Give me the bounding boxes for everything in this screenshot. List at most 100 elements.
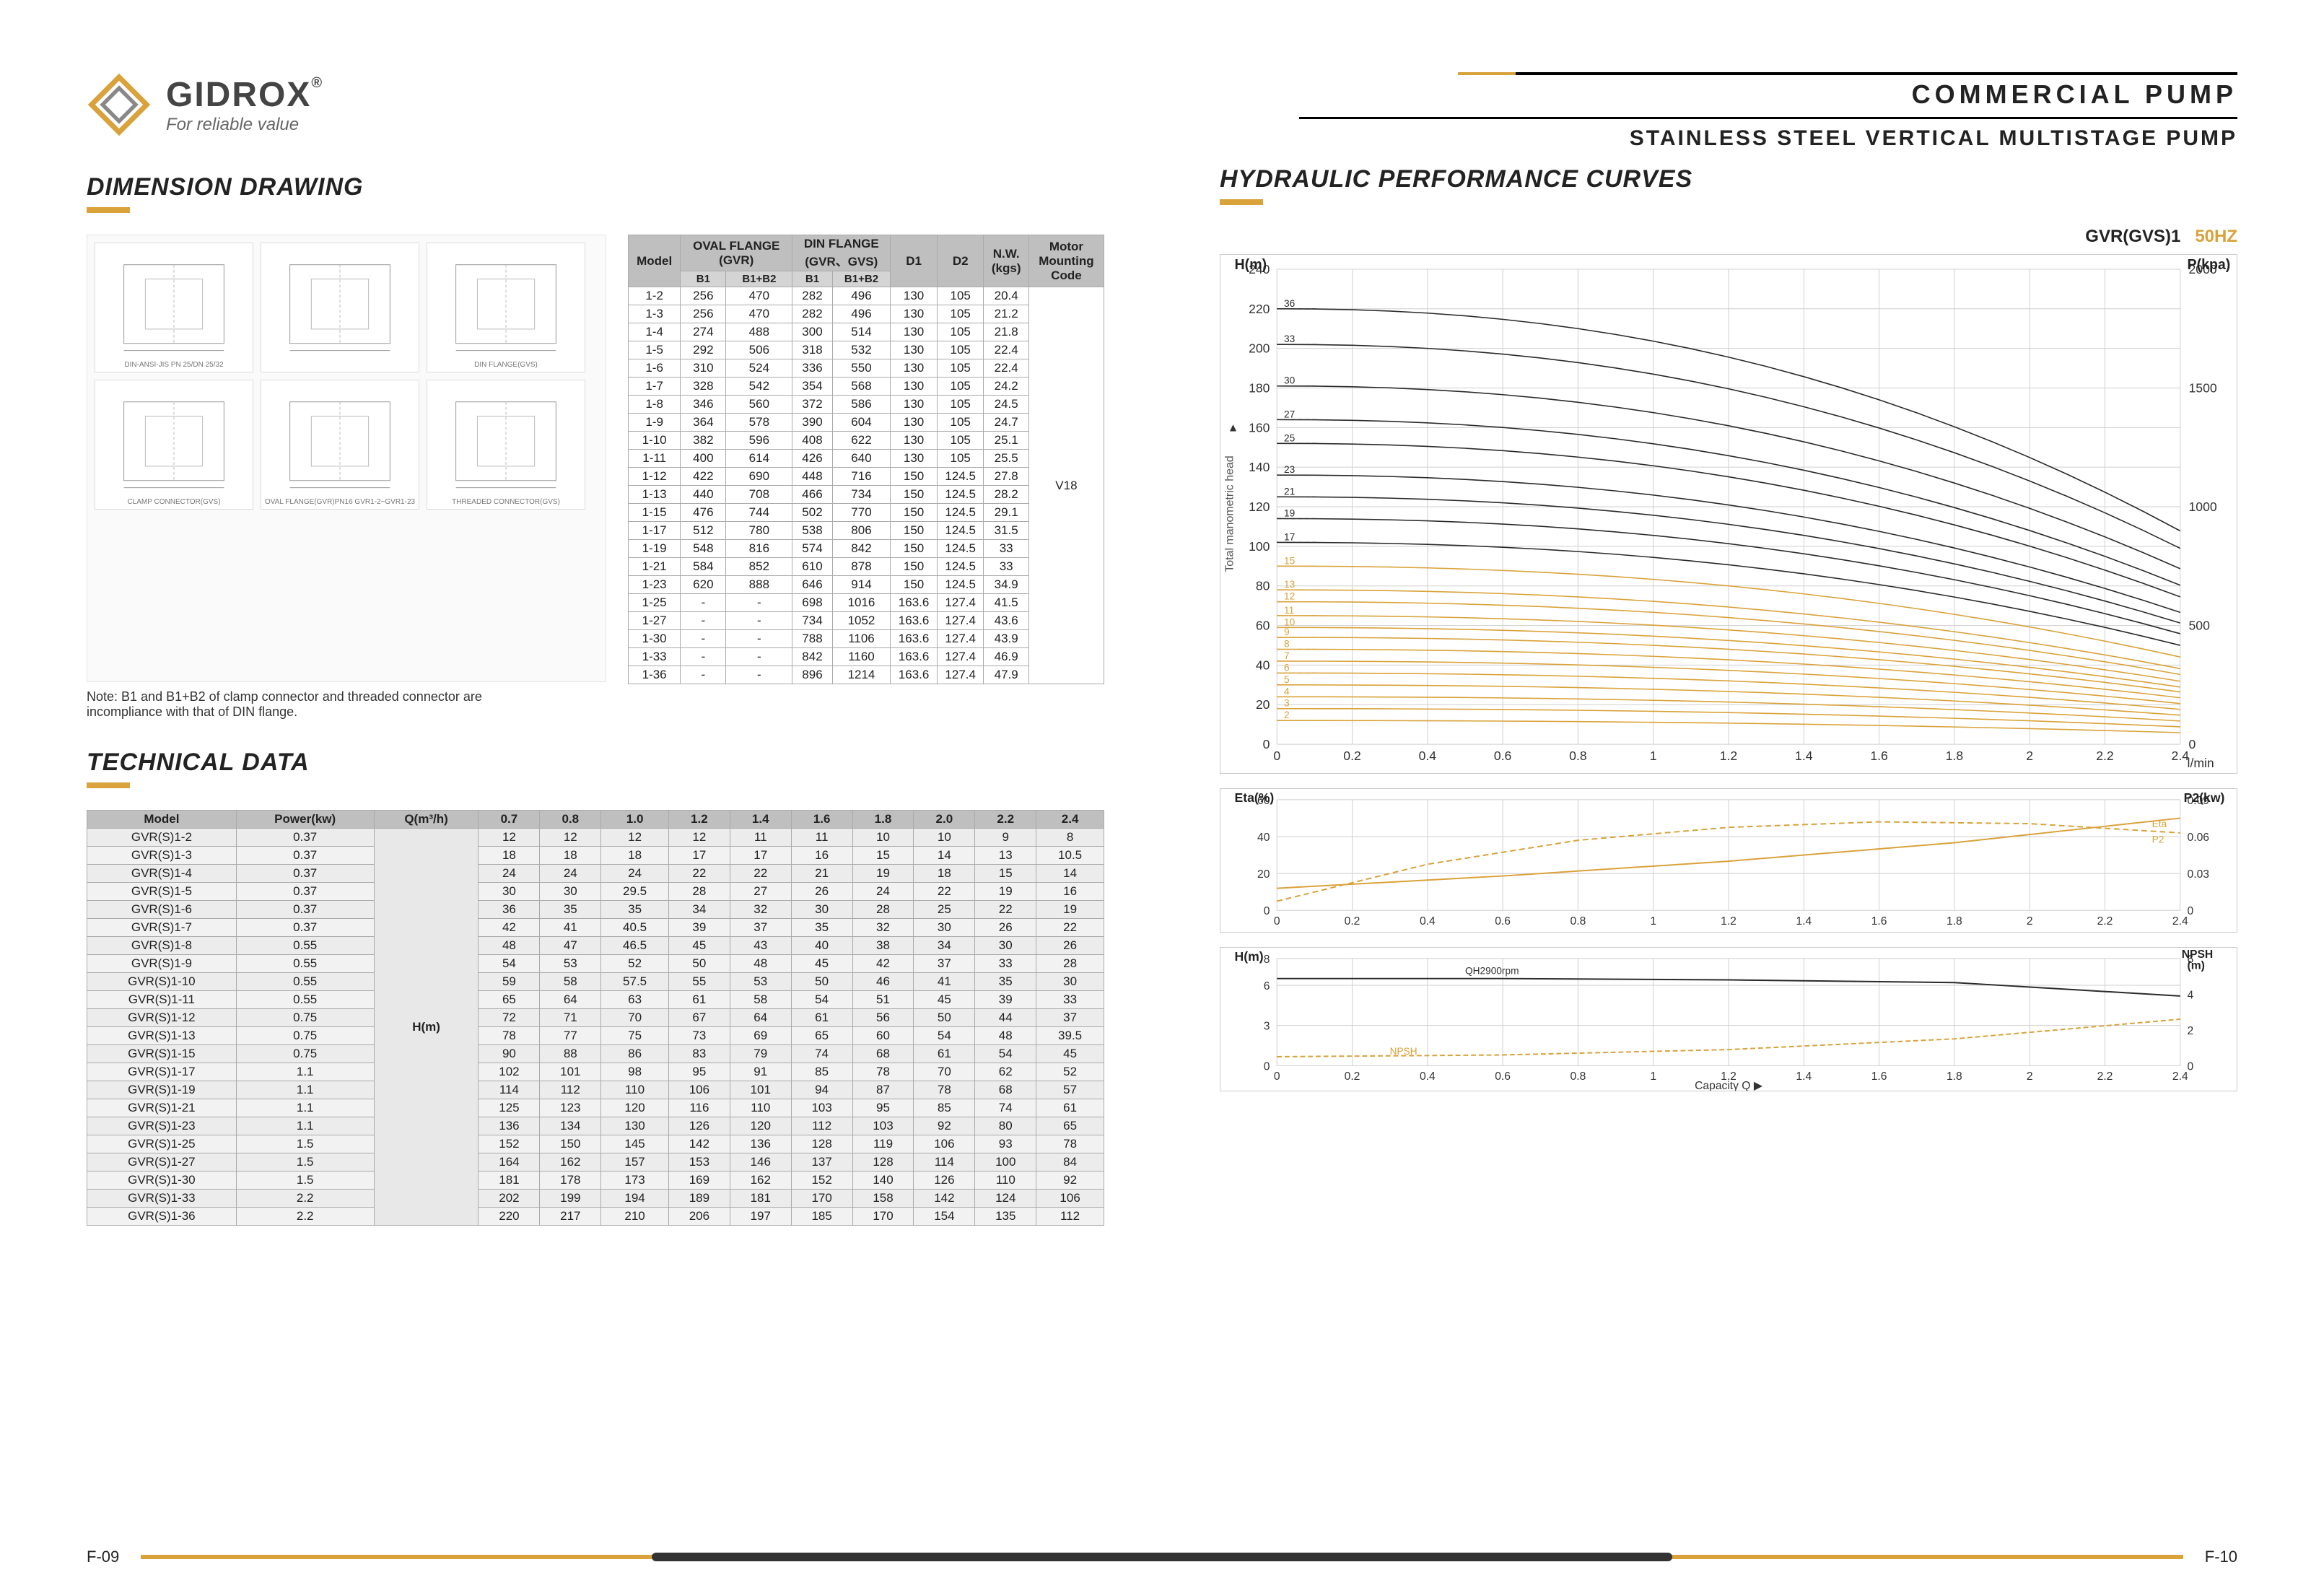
svg-text:13: 13: [1284, 578, 1296, 590]
svg-text:9: 9: [1284, 626, 1290, 637]
svg-text:0.6: 0.6: [1494, 749, 1512, 763]
svg-text:Eta(%): Eta(%): [1235, 790, 1275, 805]
chart-hz-label: 50HZ: [2195, 227, 2237, 247]
svg-text:27: 27: [1284, 408, 1295, 419]
dimension-thumb: DIN FLANGE(GVS): [427, 243, 585, 372]
svg-text:12: 12: [1284, 590, 1295, 602]
section-hydraulic-heading: HYDRAULIC PERFORMANCE CURVES: [1220, 165, 2237, 193]
dimension-thumb: OVAL FLANGE(GVR)PN16 GVR1-2~GVR1-23: [261, 380, 419, 510]
svg-text:33: 33: [1284, 333, 1296, 344]
section-technical-heading: TECHNICAL DATA: [87, 749, 1104, 777]
svg-text:H(m): H(m): [1235, 257, 1267, 273]
svg-text:2: 2: [1284, 709, 1290, 720]
svg-text:2: 2: [2026, 749, 2033, 763]
svg-text:8: 8: [1284, 637, 1290, 649]
svg-text:17: 17: [1284, 531, 1295, 542]
section-dimension-heading: DIMENSION DRAWING: [87, 173, 1104, 201]
svg-text:0.2: 0.2: [1345, 1070, 1360, 1083]
svg-text:2.2: 2.2: [2097, 1070, 2113, 1083]
svg-text:220: 220: [1249, 302, 1270, 316]
svg-text:5: 5: [1284, 673, 1290, 685]
svg-text:0.4: 0.4: [1419, 749, 1437, 763]
svg-text:P2: P2: [2152, 834, 2164, 845]
svg-text:1.6: 1.6: [1871, 915, 1887, 928]
svg-text:60: 60: [1256, 618, 1270, 632]
svg-text:2.4: 2.4: [2172, 749, 2190, 763]
svg-text:2.2: 2.2: [2096, 749, 2113, 763]
svg-text:120: 120: [1249, 499, 1270, 514]
svg-text:40: 40: [1256, 658, 1270, 672]
svg-text:1.2: 1.2: [1721, 915, 1737, 928]
svg-text:100: 100: [1249, 539, 1270, 554]
svg-text:1.8: 1.8: [1947, 915, 1962, 928]
technical-data-table: ModelPower(kw)Q(m³/h)0.70.81.01.21.41.61…: [87, 810, 1104, 1226]
svg-text:0.8: 0.8: [1569, 749, 1587, 763]
svg-text:2: 2: [2027, 915, 2033, 928]
svg-text:1: 1: [1650, 749, 1657, 763]
svg-text:1.6: 1.6: [1871, 1070, 1887, 1083]
svg-text:21: 21: [1284, 485, 1295, 497]
brand-tagline: For reliable value: [166, 115, 323, 135]
svg-text:0.06: 0.06: [2188, 832, 2210, 844]
svg-text:19: 19: [1284, 507, 1296, 518]
svg-text:15: 15: [1284, 554, 1296, 566]
svg-text:4: 4: [1284, 685, 1290, 697]
svg-text:140: 140: [1249, 460, 1270, 474]
svg-text:1.4: 1.4: [1796, 915, 1812, 928]
svg-text:0: 0: [1274, 1070, 1280, 1083]
svg-text:180: 180: [1249, 380, 1270, 395]
brand-name: GIDROX: [166, 75, 311, 115]
brand-header: GIDROX® For reliable value: [87, 72, 1104, 137]
page-num-left: F-09: [87, 1548, 119, 1566]
svg-text:P(kpa): P(kpa): [2188, 257, 2231, 273]
svg-text:0.8: 0.8: [1571, 915, 1586, 928]
svg-text:1.4: 1.4: [1795, 749, 1813, 763]
svg-text:0: 0: [2189, 737, 2196, 751]
svg-text:6: 6: [1264, 980, 1270, 992]
npsh-chart: 00.20.40.60.811.21.41.61.822.22.40368024…: [1220, 947, 2237, 1091]
svg-text:3: 3: [1284, 697, 1290, 709]
svg-text:2: 2: [2027, 1070, 2033, 1083]
svg-text:1.2: 1.2: [1720, 749, 1737, 763]
dimension-thumb: [261, 243, 419, 372]
footer-rule: [141, 1555, 2183, 1559]
dimension-thumb: DIN-ANSI-JIS PN 25/DN 25/32: [95, 243, 253, 372]
svg-text:0.03: 0.03: [2188, 868, 2210, 881]
svg-text:0.4: 0.4: [1420, 1070, 1436, 1083]
svg-text:8: 8: [1264, 954, 1270, 966]
logo-icon: [87, 72, 152, 137]
chart-model-label: GVR(GVS)1: [2085, 227, 2180, 247]
svg-text:1: 1: [1650, 915, 1656, 928]
svg-text:1.4: 1.4: [1796, 1070, 1812, 1083]
svg-text:0.2: 0.2: [1343, 749, 1360, 763]
svg-text:1.8: 1.8: [1947, 1070, 1962, 1083]
header-subtitle: STAINLESS STEEL VERTICAL MULTISTAGE PUMP: [1220, 126, 2237, 151]
section-rule: [87, 207, 130, 213]
svg-text:23: 23: [1284, 463, 1296, 475]
svg-text:l/min: l/min: [2188, 756, 2214, 770]
svg-text:QH2900rpm: QH2900rpm: [1465, 966, 1519, 977]
eta-chart: 00.20.40.60.811.21.41.61.822.22.40204060…: [1220, 788, 2237, 933]
svg-text:0.2: 0.2: [1345, 915, 1360, 928]
svg-text:0.6: 0.6: [1495, 1070, 1511, 1083]
svg-text:H(m): H(m): [1235, 949, 1264, 964]
svg-text:25: 25: [1284, 432, 1296, 443]
svg-text:80: 80: [1256, 579, 1270, 593]
page-header-right: COMMERCIAL PUMP STAINLESS STEEL VERTICAL…: [1220, 72, 2237, 151]
svg-text:▲: ▲: [1228, 422, 1239, 434]
section-rule: [1220, 199, 1263, 205]
svg-text:4: 4: [2188, 989, 2194, 1001]
svg-text:NPSH: NPSH: [1390, 1046, 1417, 1057]
dimension-table: ModelOVAL FLANGE(GVR)DIN FLANGE(GVR、GVS)…: [628, 235, 1104, 684]
svg-text:0: 0: [1274, 915, 1280, 928]
svg-text:6: 6: [1284, 661, 1290, 673]
svg-text:3: 3: [1264, 1021, 1270, 1033]
svg-text:Eta: Eta: [2152, 819, 2167, 829]
svg-text:0.4: 0.4: [1420, 915, 1436, 928]
svg-text:P2(kw): P2(kw): [2184, 790, 2225, 805]
dimension-drawings: DIN-ANSI-JIS PN 25/DN 25/32 DIN FLANGE(GV…: [87, 235, 606, 682]
svg-text:30: 30: [1284, 375, 1296, 386]
svg-text:1.8: 1.8: [1946, 749, 1964, 763]
svg-text:20: 20: [1256, 697, 1270, 712]
dimension-note: Note: B1 and B1+B2 of clamp connector an…: [87, 689, 606, 720]
